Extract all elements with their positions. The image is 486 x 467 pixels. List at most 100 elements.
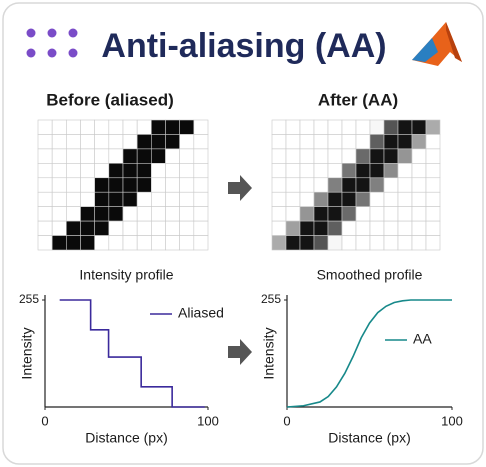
- pixel: [355, 177, 371, 193]
- y-tick-label: 255: [261, 292, 281, 306]
- pixel: [165, 177, 180, 193]
- pixel: [397, 119, 413, 135]
- x-axis-label: Distance (px): [328, 430, 410, 446]
- pixel: [94, 191, 110, 207]
- pixel: [151, 119, 166, 135]
- pixel: [108, 220, 124, 236]
- x-tick-label: 0: [41, 413, 48, 428]
- pixel: [151, 191, 166, 207]
- pixel: [285, 163, 301, 179]
- pixel: [122, 148, 138, 164]
- pixel: [108, 191, 124, 207]
- pixel: [411, 191, 427, 207]
- pixel: [425, 134, 441, 150]
- pixel: [179, 206, 195, 222]
- pixel: [341, 163, 357, 179]
- pixel: [271, 191, 287, 207]
- pixel: [80, 177, 95, 193]
- pixel: [313, 235, 329, 251]
- pixel: [285, 206, 301, 222]
- pixel: [122, 220, 138, 236]
- pixel: [136, 134, 152, 150]
- pixel: [383, 177, 399, 193]
- pixel: [66, 119, 81, 135]
- pixel: [94, 119, 110, 135]
- chart-title: Intensity profile: [79, 267, 173, 283]
- pixel: [383, 191, 399, 207]
- pixel: [66, 220, 81, 236]
- pixel: [179, 191, 195, 207]
- matlab-logo: [412, 22, 462, 66]
- pixel: [313, 163, 329, 179]
- pixel: [397, 191, 413, 207]
- pixel: [397, 134, 413, 150]
- x-tick-label: 100: [197, 413, 219, 428]
- pixel: [165, 220, 180, 236]
- page-title: Anti-aliasing (AA): [101, 27, 386, 65]
- pixel: [271, 148, 287, 164]
- pixel: [51, 206, 67, 222]
- pixel: [108, 148, 124, 164]
- pixel: [165, 206, 180, 222]
- pixel: [299, 206, 315, 222]
- pixel: [165, 191, 180, 207]
- pixel: [151, 206, 166, 222]
- pixel: [369, 119, 385, 135]
- x-tick-label: 0: [283, 413, 290, 428]
- pixel: [341, 148, 357, 164]
- pixel: [369, 235, 385, 251]
- pixel: [397, 163, 413, 179]
- pixel: [94, 220, 110, 236]
- pixel: [179, 119, 195, 135]
- pixel: [108, 119, 124, 135]
- pixel: [299, 191, 315, 207]
- pixel: [411, 235, 427, 251]
- pixel: [299, 163, 315, 179]
- pixel: [355, 206, 371, 222]
- pixel: [271, 134, 287, 150]
- pixel: [94, 163, 110, 179]
- pixel: [193, 177, 209, 193]
- pixel: [193, 235, 209, 251]
- pixel: [355, 148, 371, 164]
- pixel: [327, 148, 343, 164]
- data-line: [59, 299, 205, 408]
- pixel: [66, 163, 81, 179]
- pixel: [122, 206, 138, 222]
- pixel: [411, 163, 427, 179]
- pixel: [136, 235, 152, 251]
- pixel: [285, 119, 301, 135]
- pixel: [369, 191, 385, 207]
- pixel: [355, 163, 371, 179]
- pixel: [355, 119, 371, 135]
- pixel: [151, 220, 166, 236]
- y-axis-label: Intensity: [19, 327, 35, 379]
- pixel: [397, 206, 413, 222]
- arrow: [228, 175, 252, 201]
- pixel: [271, 163, 287, 179]
- pixel: [80, 206, 95, 222]
- pixel: [425, 163, 441, 179]
- pixel: [136, 206, 152, 222]
- pixel: [313, 177, 329, 193]
- pixel: [299, 177, 315, 193]
- pixel: [285, 220, 301, 236]
- pixel: [425, 220, 441, 236]
- pixel: [66, 191, 81, 207]
- pixel: [122, 134, 138, 150]
- pixel: [108, 134, 124, 150]
- pixel: [285, 148, 301, 164]
- pixel: [299, 235, 315, 251]
- pixel: [51, 235, 67, 251]
- pixel: [66, 206, 81, 222]
- pixel: [165, 163, 180, 179]
- pixel: [271, 220, 287, 236]
- pixel: [383, 220, 399, 236]
- pixel: [425, 177, 441, 193]
- pixel: [425, 119, 441, 135]
- pixel: [285, 191, 301, 207]
- panel-label: Before (aliased): [46, 90, 174, 109]
- pixel: [66, 134, 81, 150]
- pixel: [411, 148, 427, 164]
